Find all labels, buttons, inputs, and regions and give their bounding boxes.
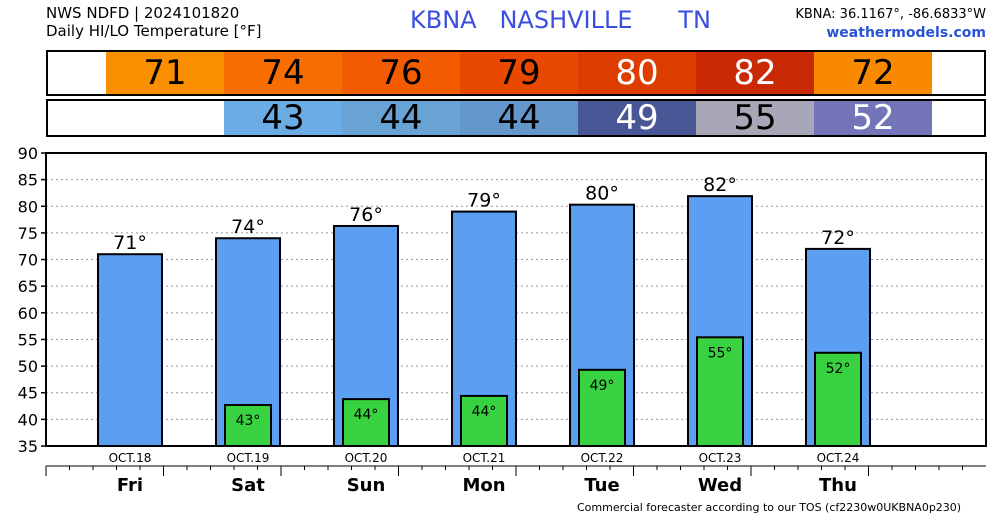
low-bar bbox=[578, 368, 626, 448]
date-label: OCT.24 bbox=[817, 451, 860, 465]
high-bar-label: 80° bbox=[585, 183, 619, 205]
low-bar bbox=[342, 398, 390, 447]
low-bar-label: 52° bbox=[826, 361, 851, 377]
low-bar bbox=[224, 403, 272, 448]
y-tick-label: 90 bbox=[18, 144, 38, 163]
high-bar-label: 76° bbox=[349, 204, 383, 226]
high-bar-label: 82° bbox=[703, 174, 737, 196]
hi-cell-7: 72 bbox=[814, 52, 932, 94]
low-bar bbox=[814, 351, 862, 448]
lo-cell-3: 44 bbox=[460, 98, 578, 138]
date-label: OCT.22 bbox=[581, 451, 624, 465]
hi-cell-1: 71 bbox=[106, 52, 224, 94]
date-label: OCT.18 bbox=[109, 451, 152, 465]
hi-cell-3: 76 bbox=[342, 52, 460, 94]
station-coords: KBNA: 36.1167°, -86.6833°W bbox=[795, 7, 986, 22]
hi-cell-4: 79 bbox=[460, 52, 578, 94]
header-left: NWS NDFD | 2024101820 Daily HI/LO Temper… bbox=[46, 4, 262, 40]
y-tick-label: 65 bbox=[18, 277, 38, 296]
high-bar bbox=[97, 253, 163, 447]
lo-cell-4: 49 bbox=[578, 98, 696, 138]
high-bar-label: 79° bbox=[467, 190, 501, 212]
y-tick-label: 40 bbox=[18, 410, 38, 429]
hi-cell-6: 82 bbox=[696, 52, 814, 94]
y-tick-label: 70 bbox=[18, 251, 38, 270]
footer-note: Commercial forecaster according to our T… bbox=[577, 501, 962, 514]
low-bar-label: 49° bbox=[590, 378, 615, 394]
day-label: Wed bbox=[698, 475, 742, 496]
lo-cell-5: 55 bbox=[696, 98, 814, 138]
lo-cell-1: 43 bbox=[224, 98, 342, 138]
day-label: Sat bbox=[231, 475, 265, 496]
date-label: OCT.21 bbox=[463, 451, 506, 465]
station-title: KBNA NASHVILLE TN bbox=[410, 6, 711, 34]
date-label: OCT.19 bbox=[227, 451, 270, 465]
low-bar-label: 55° bbox=[708, 345, 733, 361]
y-tick-label: 80 bbox=[18, 197, 38, 216]
y-tick-label: 45 bbox=[18, 384, 38, 403]
lo-cell-2: 44 bbox=[342, 98, 460, 138]
date-label: OCT.23 bbox=[699, 451, 742, 465]
low-bar-label: 43° bbox=[236, 413, 261, 429]
low-bar bbox=[696, 336, 744, 447]
y-tick-label: 60 bbox=[18, 304, 38, 323]
day-label: Thu bbox=[819, 475, 857, 496]
low-temp-strip: 43 44 44 49 55 52 bbox=[46, 98, 986, 138]
low-bar-label: 44° bbox=[354, 407, 379, 423]
y-tick-label: 55 bbox=[18, 330, 38, 349]
product-label: Daily HI/LO Temperature [°F] bbox=[46, 22, 262, 40]
low-bar-label: 44° bbox=[472, 404, 497, 420]
high-temp-strip: 71 74 76 79 80 82 72 bbox=[46, 50, 986, 96]
high-bar-label: 71° bbox=[113, 232, 147, 254]
day-label: Sun bbox=[347, 475, 386, 496]
lo-cell-6: 52 bbox=[814, 98, 932, 138]
model-run-label: NWS NDFD | 2024101820 bbox=[46, 4, 240, 22]
hi-cell-2: 74 bbox=[224, 52, 342, 94]
y-tick-label: 85 bbox=[18, 171, 38, 190]
day-label: Tue bbox=[584, 475, 619, 496]
header-right: KBNA: 36.1167°, -86.6833°W weathermodels… bbox=[795, 5, 986, 43]
hi-cell-5: 80 bbox=[578, 52, 696, 94]
day-label: Mon bbox=[462, 475, 505, 496]
low-bar bbox=[460, 394, 508, 448]
y-tick-label: 35 bbox=[18, 437, 38, 456]
site-link[interactable]: weathermodels.com bbox=[826, 25, 986, 41]
high-bar-label: 74° bbox=[231, 216, 265, 238]
y-tick-label: 50 bbox=[18, 357, 38, 376]
day-label: Fri bbox=[117, 475, 143, 496]
high-bar-label: 72° bbox=[821, 227, 855, 249]
date-label: OCT.20 bbox=[345, 451, 388, 465]
y-tick-label: 75 bbox=[18, 224, 38, 243]
